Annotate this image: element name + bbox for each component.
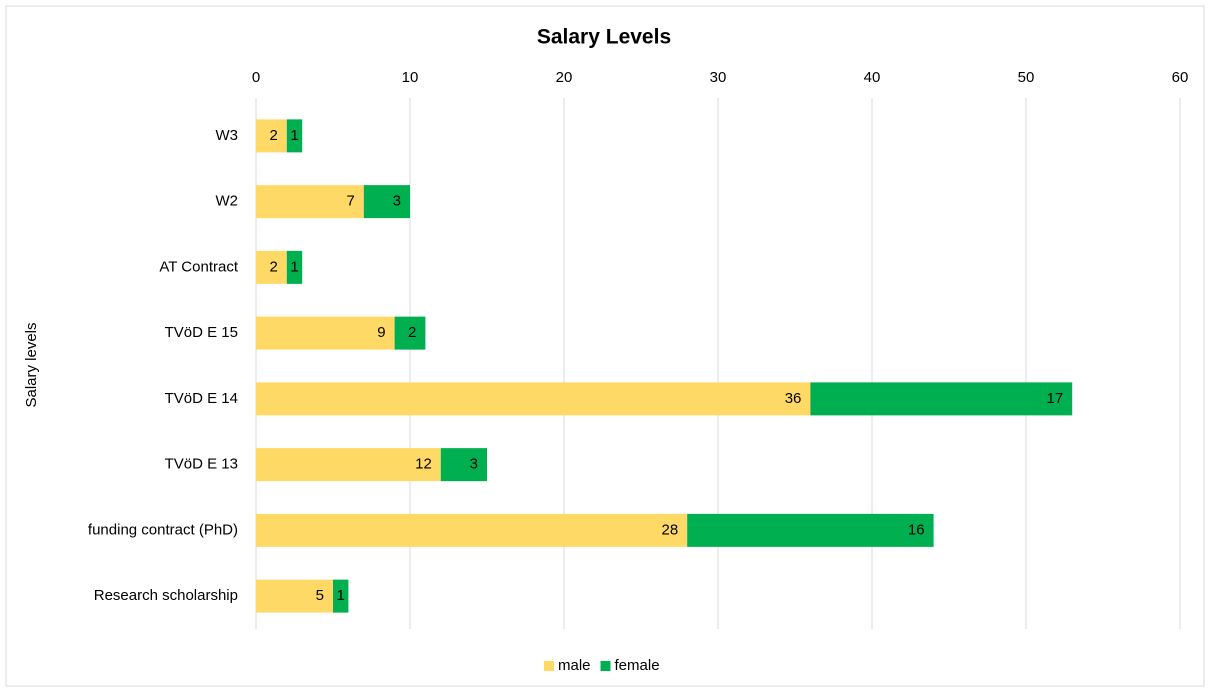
data-label: 3	[470, 456, 478, 473]
bar-segment	[687, 513, 934, 547]
y-tick-label: Research scholarship	[94, 587, 238, 604]
y-tick-label: TVöD E 14	[165, 390, 238, 407]
y-tick-label: W3	[216, 127, 239, 144]
y-tick-label: AT Contract	[159, 258, 238, 275]
bar-segment	[256, 185, 364, 219]
y-tick-label: TVöD E 15	[165, 324, 238, 341]
chart-title: Salary Levels	[537, 26, 671, 49]
data-label: 1	[290, 258, 298, 275]
data-label: 36	[785, 390, 802, 407]
bar-segment	[256, 382, 811, 416]
bar-segment	[286, 250, 303, 284]
bar-segment	[394, 316, 426, 350]
legend-label: male	[558, 657, 591, 674]
x-tick-label: 40	[864, 69, 881, 86]
legend-swatch	[544, 661, 554, 671]
data-label: 1	[290, 127, 298, 144]
data-label: 12	[415, 456, 432, 473]
bar-segment	[286, 119, 303, 153]
y-tick-label: TVöD E 13	[165, 456, 238, 473]
chart-frame	[5, 5, 1205, 687]
data-label: 16	[908, 521, 925, 538]
data-label: 28	[662, 521, 679, 538]
bar-segment	[256, 513, 688, 547]
data-label: 2	[408, 324, 416, 341]
bar-segment	[363, 185, 410, 219]
x-tick-label: 60	[1172, 69, 1189, 86]
x-tick-label: 20	[556, 69, 573, 86]
legend-label: female	[615, 657, 660, 674]
legend-swatch	[600, 661, 611, 671]
data-label: 17	[1047, 390, 1064, 407]
data-label: 5	[316, 587, 324, 604]
bar-segment	[256, 579, 333, 613]
data-label: 3	[393, 193, 401, 210]
data-label: 1	[337, 587, 345, 604]
bar-segment	[333, 579, 349, 613]
data-label: 2	[269, 127, 277, 144]
bar-segment	[256, 448, 441, 482]
data-label: 2	[269, 258, 277, 275]
bar-segment	[440, 448, 487, 482]
x-tick-label: 30	[710, 69, 727, 86]
x-tick-label: 10	[402, 69, 419, 86]
bar-segment	[256, 119, 287, 153]
x-tick-label: 0	[252, 69, 260, 86]
data-label: 7	[346, 193, 354, 210]
bar-segment	[256, 250, 287, 284]
y-tick-label: W2	[216, 193, 239, 210]
x-tick-label: 50	[1018, 69, 1035, 86]
y-tick-label: funding contract (PhD)	[88, 521, 238, 538]
y-axis-label: Salary levels	[23, 322, 40, 407]
bar-segment	[256, 316, 395, 350]
data-label: 9	[377, 324, 385, 341]
bar-segment	[810, 382, 1073, 416]
